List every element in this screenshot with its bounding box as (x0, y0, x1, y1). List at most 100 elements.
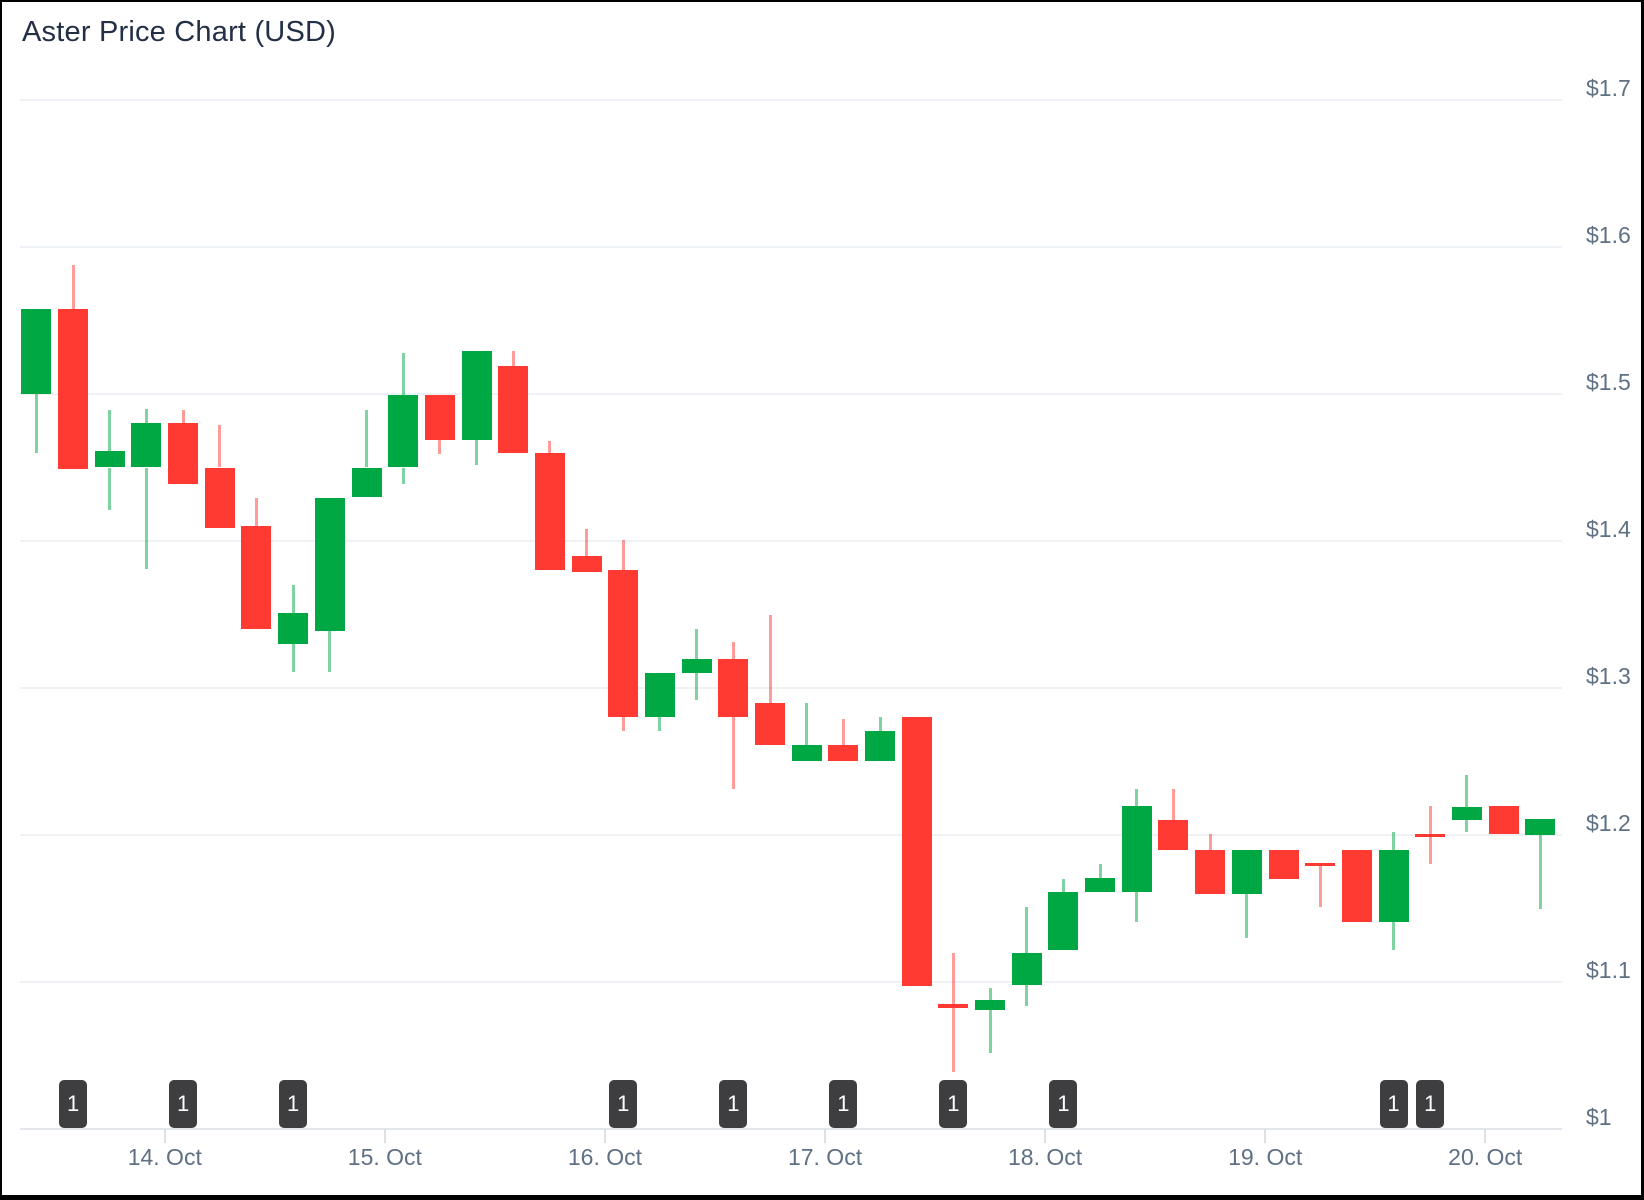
chart-title: Aster Price Chart (USD) (22, 16, 336, 48)
candle-body (388, 395, 419, 468)
gridline (20, 246, 1562, 248)
gridline (20, 834, 1562, 836)
candle-upper-wick (1465, 774, 1469, 808)
candle-upper-wick (731, 642, 735, 659)
x-axis-label: 15. Oct (347, 1144, 422, 1170)
candle-upper-wick (951, 952, 955, 1005)
candle-body (1378, 849, 1409, 922)
candle-lower-wick (1245, 893, 1249, 938)
candle-upper-wick (878, 717, 882, 731)
x-axis-label: 19. Oct (1228, 1144, 1303, 1170)
event-marker-badge[interactable]: 1 (1379, 1080, 1408, 1128)
x-axis-tick (824, 1129, 827, 1143)
event-marker-badge[interactable]: 1 (1416, 1080, 1445, 1128)
y-axis-label: $1.4 (1586, 516, 1631, 542)
candle-lower-wick (695, 673, 699, 700)
candle-lower-wick (328, 630, 332, 672)
candle-body (94, 451, 125, 468)
candle-body (608, 570, 639, 718)
candle-body (644, 673, 675, 718)
gridline (20, 981, 1562, 983)
candle-lower-wick (1465, 820, 1469, 833)
candle-body (571, 555, 602, 572)
candle-body (1011, 952, 1042, 985)
event-marker-badge[interactable]: 1 (609, 1080, 638, 1128)
candle-body (424, 395, 455, 440)
candle-upper-wick (1135, 789, 1139, 806)
event-marker-badge[interactable]: 1 (279, 1080, 308, 1128)
candle-body (21, 308, 52, 394)
candle-body (534, 452, 565, 571)
candle-lower-wick (1318, 865, 1322, 908)
candle-body (131, 423, 162, 468)
candle-body (1341, 849, 1372, 922)
candle-body (58, 308, 89, 469)
candle-body (1048, 892, 1079, 950)
event-marker-badge[interactable]: 1 (719, 1080, 748, 1128)
candle-upper-wick (768, 614, 772, 703)
event-marker-badge[interactable]: 1 (939, 1080, 968, 1128)
x-axis-tick (1484, 1129, 1487, 1143)
candle-upper-wick (181, 410, 185, 424)
candle-lower-wick (731, 717, 735, 790)
candle-body (1488, 805, 1519, 834)
candle-lower-wick (1392, 921, 1396, 950)
event-marker-badge[interactable]: 1 (169, 1080, 198, 1128)
x-axis-tick (163, 1129, 166, 1143)
candle-upper-wick (254, 498, 258, 527)
candle-upper-wick (621, 539, 625, 571)
event-marker-badge[interactable]: 1 (1049, 1080, 1078, 1128)
candle-lower-wick (658, 717, 662, 731)
x-axis-line (20, 1128, 1562, 1130)
candle-upper-wick (144, 408, 148, 424)
y-axis-label: $1.3 (1586, 663, 1631, 689)
candle-upper-wick (695, 629, 699, 659)
candle-body (938, 1004, 969, 1009)
x-axis-label: 17. Oct (787, 1144, 863, 1170)
gridline (20, 687, 1562, 689)
candle-body (791, 745, 822, 762)
x-axis-tick (1044, 1129, 1047, 1143)
candle-upper-wick (841, 718, 845, 746)
candle-upper-wick (585, 529, 589, 556)
x-axis-label: 18. Oct (1008, 1144, 1083, 1170)
candle-upper-wick (71, 264, 75, 309)
candle-upper-wick (1171, 789, 1175, 821)
candle-upper-wick (365, 410, 369, 468)
candle-lower-wick (291, 643, 295, 672)
candle-upper-wick (218, 424, 222, 468)
candle-lower-wick (1428, 836, 1432, 865)
candle-lower-wick (951, 1008, 955, 1072)
candle-upper-wick (511, 351, 515, 367)
candle-lower-wick (621, 717, 625, 731)
event-marker-badge[interactable]: 1 (59, 1080, 88, 1128)
candle-body (1415, 833, 1446, 837)
candle-body (168, 423, 199, 484)
x-axis-label: 16. Oct (567, 1144, 643, 1170)
candle-body (278, 613, 309, 644)
candle-body (975, 999, 1006, 1010)
candle-lower-wick (401, 467, 405, 484)
candle-lower-wick (34, 394, 38, 453)
candle-body (1268, 849, 1299, 880)
candle-body (681, 658, 712, 674)
y-axis-label: $1 (1586, 1104, 1612, 1130)
candle-lower-wick (988, 1009, 992, 1053)
candle-body (1525, 818, 1556, 835)
gridline (20, 540, 1562, 542)
candle-body (1121, 805, 1152, 893)
x-axis-label: 20. Oct (1448, 1144, 1523, 1170)
candle-lower-wick (144, 467, 148, 569)
x-axis-tick (603, 1129, 606, 1143)
candle-body (204, 467, 235, 528)
x-axis-tick (1264, 1129, 1267, 1143)
candle-body (1305, 862, 1336, 866)
candle-lower-wick (475, 439, 479, 465)
candle-body (1195, 849, 1226, 894)
candle-body (901, 717, 932, 987)
event-marker-badge[interactable]: 1 (829, 1080, 858, 1128)
candle-upper-wick (1098, 864, 1102, 878)
candle-upper-wick (1428, 805, 1432, 834)
